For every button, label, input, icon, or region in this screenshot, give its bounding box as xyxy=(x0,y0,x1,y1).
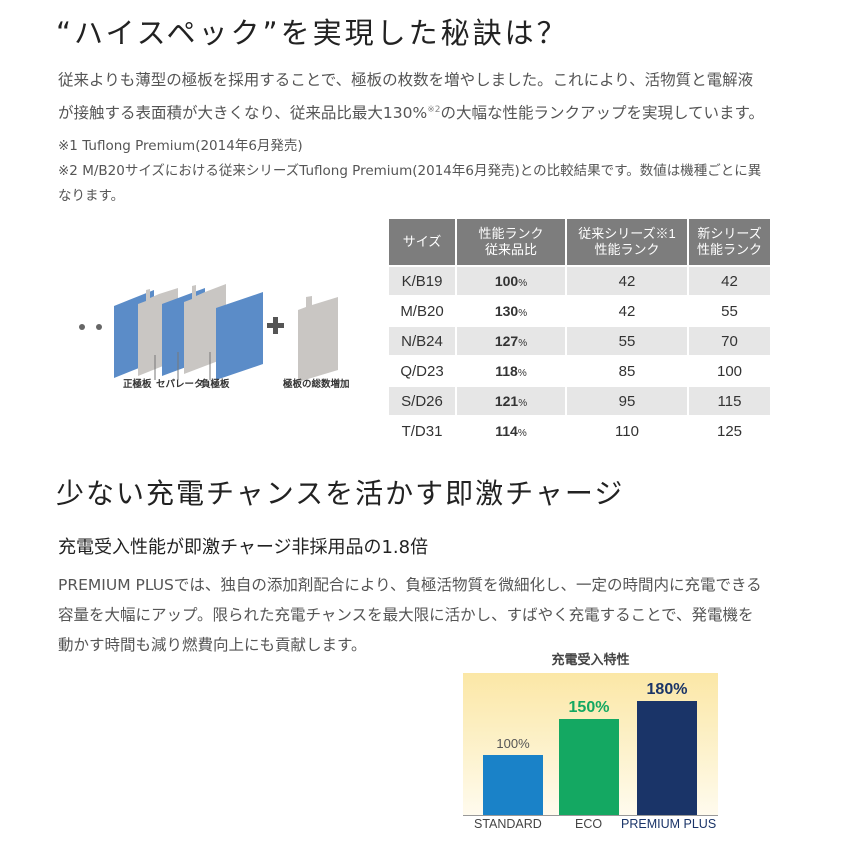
charge-acceptance-chart: 100% 150% 180% xyxy=(463,673,718,816)
table-row: S/D26 121% 95 115 xyxy=(389,387,770,415)
plates-illustration-icon xyxy=(79,284,338,382)
table-row: M/B20 130% 42 55 xyxy=(389,297,770,325)
cell-size: Q/D23 xyxy=(389,357,455,385)
footnote-2: ※2 M/B20サイズにおける従来シリーズTuflong Premium(201… xyxy=(58,163,762,179)
electrode-plates-diagram xyxy=(70,280,370,395)
header-ratio: 性能ランク 従来品比 xyxy=(457,219,565,265)
cell-ratio: 114% xyxy=(457,417,565,445)
cell-ratio: 130% xyxy=(457,297,565,325)
footnote-1: ※1 Tuflong Premium(2014年6月発売) xyxy=(58,138,303,154)
footnote-ref: ※2 xyxy=(427,105,441,115)
header-new-series: 新シリーズ 性能ランク xyxy=(689,219,770,265)
x-label-premium-plus: PREMIUM PLUS xyxy=(621,817,717,831)
cell-new-rank: 100 xyxy=(689,357,770,385)
cell-size: T/D31 xyxy=(389,417,455,445)
cell-new-rank: 115 xyxy=(689,387,770,415)
value-label-eco: 150% xyxy=(568,699,610,716)
cell-size: S/D26 xyxy=(389,387,455,415)
paragraph-line: PREMIUM PLUSでは、独自の添加剤配合により、負極活物質を微細化し、一定… xyxy=(58,576,762,594)
cell-new-rank: 70 xyxy=(689,327,770,355)
cell-new-rank: 42 xyxy=(689,267,770,295)
cell-ratio: 100% xyxy=(457,267,565,295)
chart-title: 充電受入特性 xyxy=(551,653,630,668)
table-row: N/B24 127% 55 70 xyxy=(389,327,770,355)
cell-ratio: 121% xyxy=(457,387,565,415)
label-negative-plate: 負極板 xyxy=(201,379,230,390)
cell-old-rank: 42 xyxy=(567,267,687,295)
cell-old-rank: 110 xyxy=(567,417,687,445)
cell-old-rank: 42 xyxy=(567,297,687,325)
paragraph-line: が接触する表面積が大きくなり、従来品比最大130%※2の大幅な性能ランクアップを… xyxy=(58,104,764,123)
value-label-premium-plus: 180% xyxy=(646,681,688,698)
cell-size: N/B24 xyxy=(389,327,455,355)
cell-old-rank: 95 xyxy=(567,387,687,415)
header-size: サイズ xyxy=(389,219,455,265)
performance-rank-table: サイズ 性能ランク 従来品比 従来シリーズ※1 性能ランク 新シリーズ 性能ランク K… xyxy=(387,217,772,447)
label-plate-increase: 極板の総数増加 xyxy=(283,379,350,390)
paragraph-line: 動かす時間も減り燃費向上にも貢献します。 xyxy=(58,636,367,654)
section-subtitle: 充電受入性能が即激チャージ非採用品の1.8倍 xyxy=(58,537,429,558)
bar-premium-plus xyxy=(637,701,697,815)
bar-eco xyxy=(559,719,619,815)
paragraph-line: 容量を大幅にアップ。限られた充電チャンスを最大限に活かし、すばやく充電することで… xyxy=(58,606,754,624)
footnote-2-cont: なります。 xyxy=(58,188,125,204)
section-title-quick-charge: 少ない充電チャンスを活かす即激チャージ xyxy=(56,477,625,510)
section-title-high-spec: “ハイスペック”を実現した秘訣は？ xyxy=(56,16,569,50)
table-row: T/D31 114% 110 125 xyxy=(389,417,770,445)
cell-size: K/B19 xyxy=(389,267,455,295)
paragraph-line: 従来よりも薄型の極板を採用することで、極板の枚数を増やしました。これにより、活物… xyxy=(58,71,754,89)
section1-paragraph: 従来よりも薄型の極板を採用することで、極板の枚数を増やしました。これにより、活物… xyxy=(58,65,764,128)
section2-paragraph: PREMIUM PLUSでは、独自の添加剤配合により、負極活物質を微細化し、一定… xyxy=(58,570,762,660)
header-old-series: 従来シリーズ※1 性能ランク xyxy=(567,219,687,265)
table-row: K/B19 100% 42 42 xyxy=(389,267,770,295)
cell-new-rank: 55 xyxy=(689,297,770,325)
value-label-standard: 100% xyxy=(496,736,530,751)
cell-new-rank: 125 xyxy=(689,417,770,445)
bar-standard xyxy=(483,755,543,815)
table-header-row: サイズ 性能ランク 従来品比 従来シリーズ※1 性能ランク 新シリーズ 性能ランク xyxy=(389,219,770,265)
label-separator: セパレータ xyxy=(156,379,204,390)
cell-ratio: 127% xyxy=(457,327,565,355)
cell-old-rank: 55 xyxy=(567,327,687,355)
table-row: Q/D23 118% 85 100 xyxy=(389,357,770,385)
cell-ratio: 118% xyxy=(457,357,565,385)
cell-size: M/B20 xyxy=(389,297,455,325)
x-label-eco: ECO xyxy=(575,817,603,831)
x-label-standard: STANDARD xyxy=(474,817,542,831)
footnotes: ※1 Tuflong Premium(2014年6月発売) ※2 M/B20サイ… xyxy=(58,134,761,209)
label-positive-plate: 正極板 xyxy=(123,379,152,390)
cell-old-rank: 85 xyxy=(567,357,687,385)
